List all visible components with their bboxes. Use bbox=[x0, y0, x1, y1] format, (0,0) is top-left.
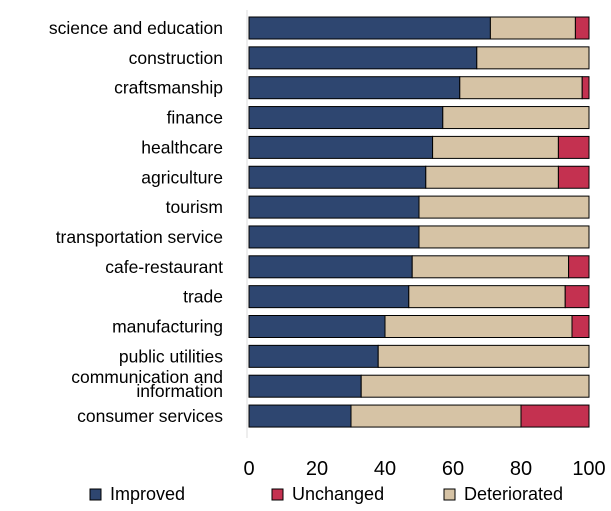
bar-deteriorated-3 bbox=[442, 106, 590, 130]
legend-label-deteriorated: Deteriorated bbox=[464, 484, 563, 504]
x-tick-label: 0 bbox=[243, 458, 254, 480]
x-tick-label: 20 bbox=[306, 458, 328, 480]
bar-unchanged-9 bbox=[564, 285, 590, 309]
bar-deteriorated-2 bbox=[459, 76, 583, 100]
bar-unchanged-10 bbox=[571, 315, 590, 338]
bar-improved-10 bbox=[248, 315, 386, 338]
bar-deteriorated-13 bbox=[350, 404, 522, 428]
x-tick-label: 60 bbox=[442, 458, 464, 480]
category-label-line: communication and bbox=[71, 367, 223, 387]
bar-improved-11 bbox=[248, 344, 379, 368]
bar-deteriorated-8 bbox=[411, 255, 570, 279]
bars-layer bbox=[248, 16, 590, 428]
legend-swatch-deteriorated bbox=[443, 488, 456, 501]
bar-unchanged-2 bbox=[581, 76, 590, 100]
bar-unchanged-4 bbox=[557, 135, 590, 159]
bar-deteriorated-4 bbox=[432, 135, 559, 159]
bar-improved-7 bbox=[248, 225, 420, 249]
category-label: communication and information bbox=[71, 367, 223, 401]
legend: Improved Unchanged Deteriorated bbox=[89, 484, 563, 504]
bar-unchanged-13 bbox=[520, 404, 590, 428]
x-tick-label: 40 bbox=[374, 458, 396, 480]
bar-improved-6 bbox=[248, 195, 420, 219]
bar-deteriorated-9 bbox=[408, 285, 566, 309]
category-label: agriculture bbox=[141, 167, 223, 187]
category-label: craftsmanship bbox=[114, 78, 223, 98]
bar-deteriorated-0 bbox=[489, 16, 576, 40]
legend-swatch-improved bbox=[89, 488, 102, 501]
bar-unchanged-0 bbox=[574, 16, 590, 40]
category-label: tourism bbox=[166, 197, 223, 217]
category-label: public utilities bbox=[119, 346, 223, 366]
bar-improved-3 bbox=[248, 106, 444, 130]
bar-improved-8 bbox=[248, 255, 413, 279]
x-tick-label: 80 bbox=[510, 458, 532, 480]
category-label: healthcare bbox=[141, 137, 223, 157]
category-label: cafe-restaurant bbox=[105, 257, 223, 277]
x-axis: 0 20 40 60 80 100 bbox=[243, 10, 606, 480]
bar-deteriorated-12 bbox=[360, 374, 590, 398]
bar-unchanged-8 bbox=[568, 255, 590, 279]
bar-improved-1 bbox=[248, 46, 478, 70]
bar-improved-2 bbox=[248, 76, 461, 100]
legend-label-improved: Improved bbox=[110, 484, 185, 504]
bar-deteriorated-5 bbox=[425, 165, 559, 189]
bar-improved-4 bbox=[248, 135, 434, 159]
bar-deteriorated-10 bbox=[384, 315, 573, 338]
bar-improved-12 bbox=[248, 374, 362, 398]
bar-improved-0 bbox=[248, 16, 491, 40]
legend-swatch-unchanged bbox=[271, 488, 284, 501]
category-label: trade bbox=[183, 287, 223, 307]
bar-unchanged-5 bbox=[557, 165, 590, 189]
x-tick-label: 100 bbox=[572, 458, 605, 480]
category-label: transportation service bbox=[56, 227, 223, 247]
bar-improved-13 bbox=[248, 404, 352, 428]
category-label: science and education bbox=[49, 18, 223, 38]
category-label: manufacturing bbox=[112, 317, 223, 337]
bar-deteriorated-7 bbox=[418, 225, 590, 249]
bar-deteriorated-6 bbox=[418, 195, 590, 219]
bar-deteriorated-11 bbox=[377, 344, 590, 368]
bar-deteriorated-1 bbox=[476, 46, 590, 70]
category-label: consumer services bbox=[77, 406, 223, 426]
category-label-line: information bbox=[136, 381, 223, 401]
category-labels: science and education construction craftsm… bbox=[49, 18, 223, 426]
category-label: finance bbox=[167, 108, 223, 128]
bar-improved-9 bbox=[248, 285, 410, 309]
bar-improved-5 bbox=[248, 165, 427, 189]
legend-label-unchanged: Unchanged bbox=[292, 484, 384, 504]
category-label: construction bbox=[129, 48, 223, 68]
